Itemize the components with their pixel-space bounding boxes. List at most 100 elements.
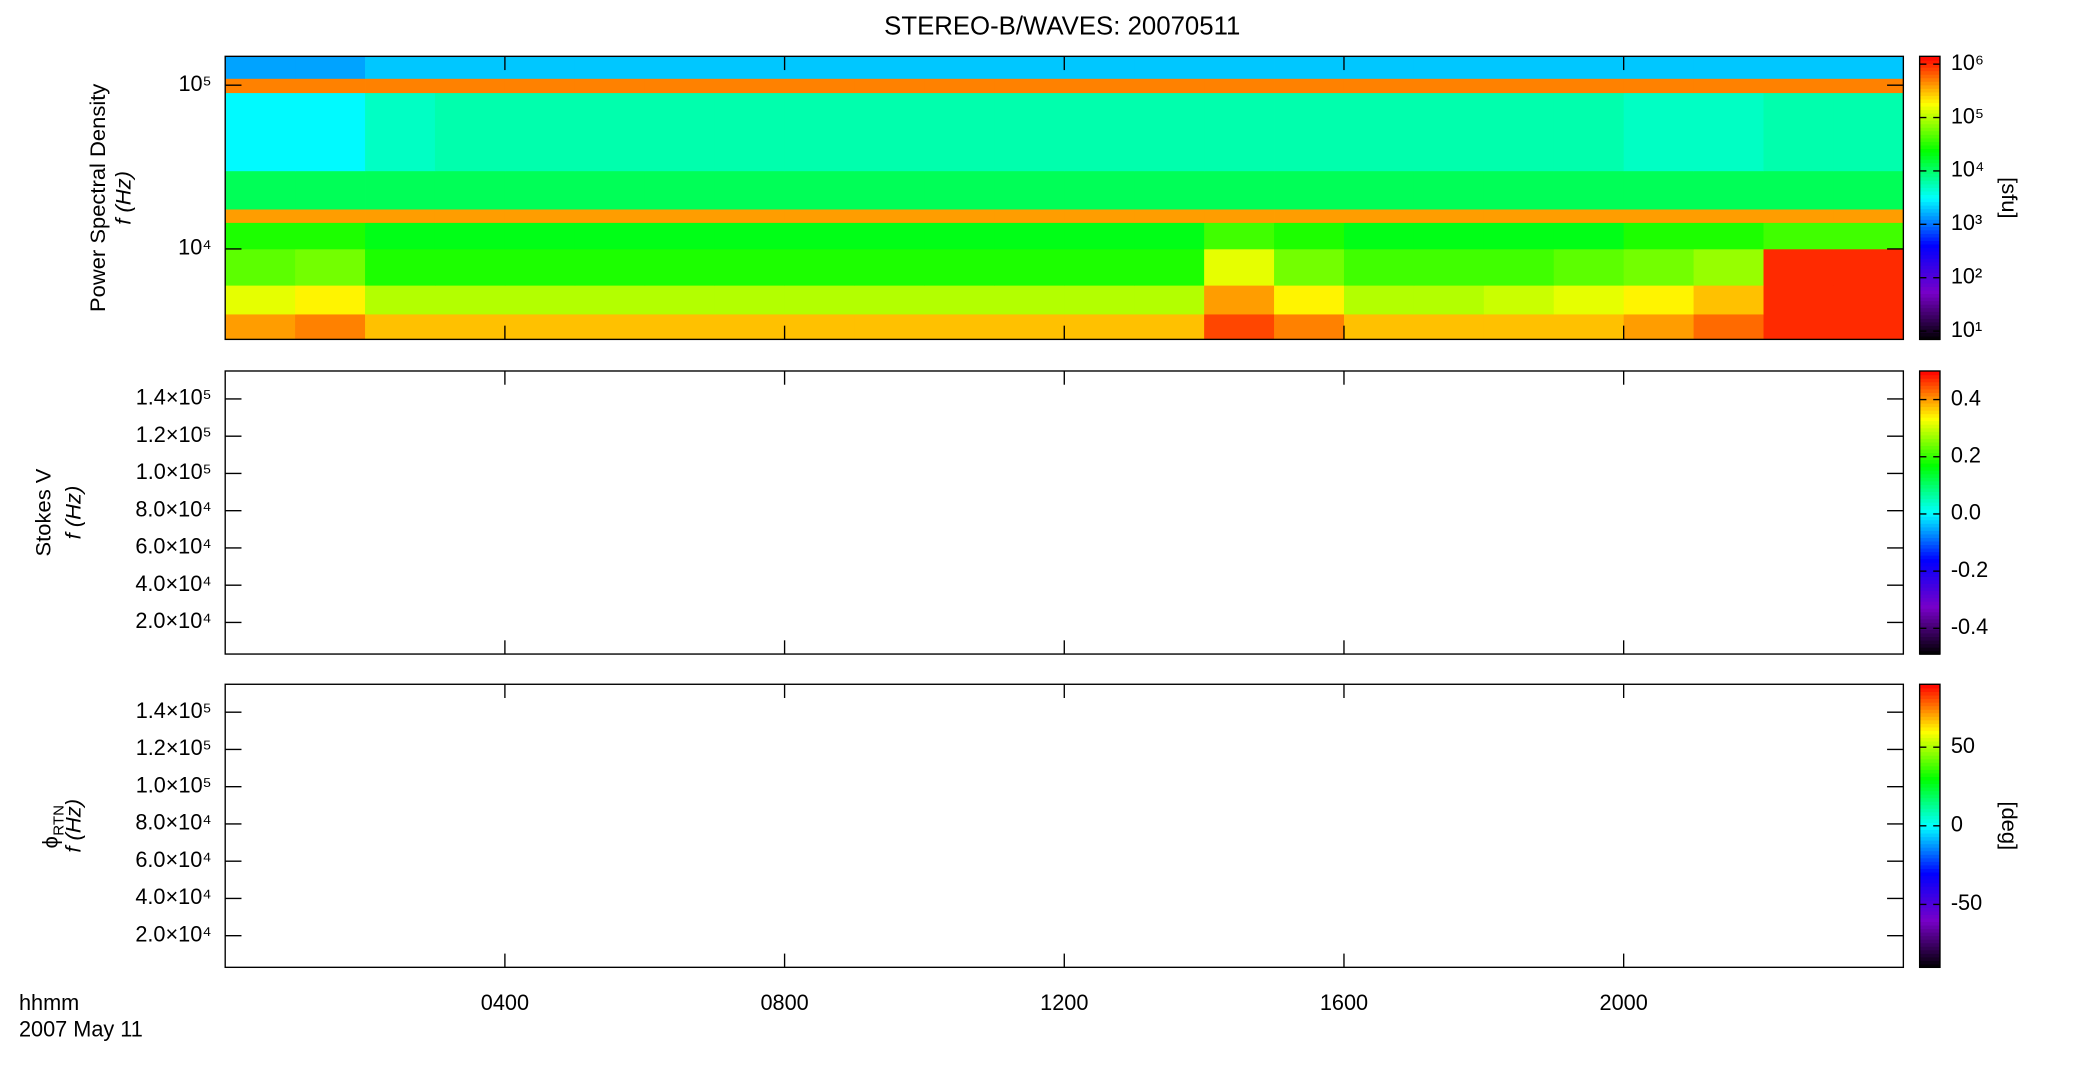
heatmap-cell	[644, 248, 716, 286]
heatmap-cell	[225, 92, 296, 172]
colorbar-strip	[1919, 194, 1940, 199]
heatmap-cell	[924, 248, 995, 286]
colorbar-strip	[1919, 455, 1940, 461]
heatmap-cell	[714, 285, 785, 315]
colorbar-strip	[1919, 233, 1940, 238]
heatmap-cell	[1483, 285, 1555, 315]
colorbar-strip	[1919, 201, 1940, 206]
heatmap-cell	[784, 78, 855, 94]
heatmap-cell	[1833, 92, 1904, 172]
heatmap-cell	[1483, 56, 1555, 79]
y-tick-label: 1.0×10⁵	[136, 772, 212, 797]
heatmap-cell	[1553, 209, 1625, 223]
heatmap-cell	[1204, 248, 1275, 286]
colorbar-strip	[1919, 639, 1940, 645]
y-axis-label: ϕ	[37, 836, 62, 848]
colorbar-strip	[1919, 247, 1940, 252]
heatmap-cell	[1343, 92, 1415, 172]
heatmap-cell	[365, 56, 436, 79]
heatmap-cell	[225, 222, 296, 250]
heatmap-cell	[1274, 222, 1345, 250]
y-tick-label: 8.0×10⁴	[135, 810, 211, 835]
colorbar-strip	[1919, 491, 1940, 496]
colorbar-strip	[1919, 885, 1940, 891]
colorbar-strip	[1919, 804, 1940, 809]
colorbar-tick-label: 10³	[1951, 210, 1982, 235]
heatmap-cell	[924, 170, 995, 210]
heatmap-cell	[1763, 78, 1834, 94]
colorbar-strip	[1919, 636, 1940, 641]
heatmap-cell	[1553, 170, 1625, 210]
colorbar-strip	[1919, 84, 1940, 89]
heatmap-cell	[644, 314, 716, 340]
heatmap-cell	[504, 170, 576, 210]
colorbar-strip	[1919, 625, 1940, 630]
heatmap-cell	[1064, 170, 1135, 210]
colorbar-strip	[1919, 907, 1940, 912]
heatmap-cell	[1553, 222, 1625, 250]
colorbar-strip	[1919, 304, 1940, 309]
colorbar-strip	[1919, 296, 1940, 302]
colorbar-frame	[1918, 370, 1941, 655]
heatmap-cell	[1064, 285, 1135, 315]
colorbar-strip	[1919, 204, 1940, 210]
colorbar-tick-label: 10¹	[1951, 317, 1982, 342]
colorbar-strip	[1919, 875, 1940, 880]
colorbar-strip	[1919, 512, 1940, 517]
colorbar-strip	[1919, 102, 1940, 107]
heatmap-cell	[1064, 314, 1135, 340]
colorbar-label: [sfu]	[1997, 177, 2022, 219]
heatmap-cell	[924, 285, 995, 315]
colorbar-strip	[1919, 593, 1940, 599]
colorbar-strip	[1919, 903, 1940, 908]
heatmap-cell	[295, 78, 366, 94]
colorbar-strip	[1919, 395, 1940, 400]
colorbar-strip	[1919, 166, 1940, 171]
colorbar-strip	[1919, 293, 1940, 298]
heatmap-cell	[644, 170, 716, 210]
colorbar-strip	[1919, 275, 1940, 280]
colorbar-strip	[1919, 470, 1940, 475]
colorbar-strip	[1919, 505, 1940, 510]
colorbar-strip	[1919, 551, 1940, 556]
heatmap-cell	[994, 314, 1065, 340]
heatmap-cell	[1483, 92, 1555, 172]
colorbar-strip	[1919, 558, 1940, 563]
y-tick-label: 1.4×10⁵	[136, 385, 212, 410]
colorbar-strip	[1919, 719, 1940, 724]
colorbar-strip	[1919, 694, 1940, 700]
colorbar-strip	[1919, 70, 1940, 75]
colorbar-strip	[1919, 208, 1940, 213]
colorbar-strip	[1919, 137, 1940, 142]
colorbar-strip	[1919, 832, 1940, 838]
colorbar-strip	[1919, 730, 1940, 735]
colorbar-strip	[1919, 643, 1940, 648]
heatmap-cell	[994, 92, 1065, 172]
heatmap-cell	[434, 92, 506, 172]
y-axis-label-2: f (Hz)	[111, 171, 136, 225]
colorbar-strip	[1919, 81, 1940, 86]
colorbar-strip	[1919, 839, 1940, 845]
heatmap-cell	[1833, 56, 1904, 79]
heatmap-cell	[714, 78, 785, 94]
heatmap-cell	[714, 209, 785, 223]
colorbar-strip	[1919, 586, 1940, 592]
colorbar-strip	[1919, 939, 1940, 944]
colorbar-strip	[1919, 141, 1940, 146]
colorbar-strip	[1919, 516, 1940, 521]
heatmap-cell	[1623, 56, 1694, 79]
heatmap-cell	[295, 222, 366, 250]
colorbar-strip	[1919, 66, 1940, 72]
heatmap-cell	[994, 222, 1065, 250]
colorbar-strip	[1919, 931, 1940, 937]
x-tick-label: 0400	[481, 990, 529, 1015]
colorbar-strip	[1919, 243, 1940, 249]
colorbar-strip	[1919, 261, 1940, 266]
heatmap-cell	[714, 314, 785, 340]
heatmap-cell	[784, 92, 855, 172]
y-axis-label: Power Spectral Density	[85, 84, 110, 312]
y-axis-label-2: f (Hz)	[60, 799, 85, 853]
colorbar-strip	[1919, 797, 1940, 802]
heatmap-cell	[1833, 285, 1904, 315]
